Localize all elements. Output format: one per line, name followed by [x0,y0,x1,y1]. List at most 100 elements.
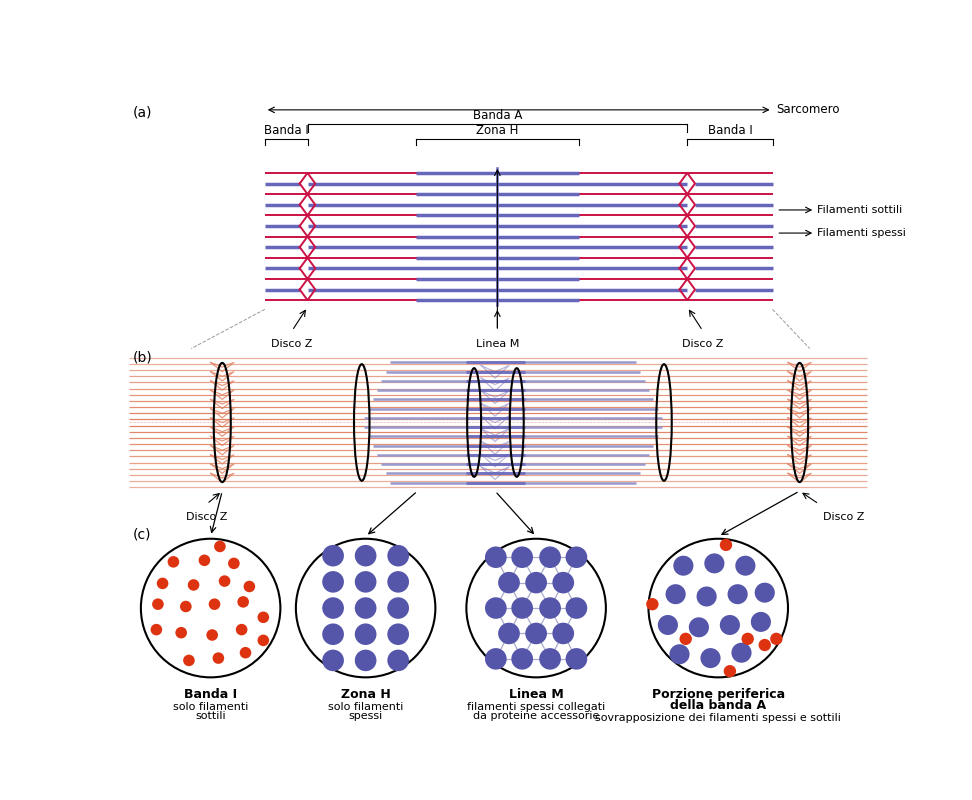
Circle shape [674,556,693,576]
Circle shape [258,634,269,646]
Text: filamenti spessi collegati: filamenti spessi collegati [467,702,606,712]
Text: Sarcomero: Sarcomero [777,103,840,116]
Circle shape [485,648,506,670]
Text: Zona H: Zona H [341,688,391,701]
Text: spessi: spessi [349,711,383,722]
Circle shape [679,633,692,645]
Circle shape [735,556,755,576]
Circle shape [566,598,587,619]
Circle shape [770,633,782,645]
Text: Filamenti sottili: Filamenti sottili [816,205,902,215]
Text: solo filamenti: solo filamenti [173,702,248,712]
Text: Disco Z: Disco Z [186,512,227,522]
Circle shape [183,654,194,666]
Text: Disco Z: Disco Z [682,338,723,349]
Text: (c): (c) [133,527,152,541]
Text: Disco Z: Disco Z [271,338,313,349]
Text: sovrapposizione dei filamenti spessi e sottili: sovrapposizione dei filamenti spessi e s… [595,713,841,722]
Text: Zona H: Zona H [476,124,519,137]
Circle shape [141,538,280,678]
Circle shape [552,622,574,644]
Circle shape [750,612,771,632]
Circle shape [151,624,162,635]
Text: Filamenti spessi: Filamenti spessi [816,228,906,238]
Circle shape [539,598,561,619]
Circle shape [525,572,547,594]
Circle shape [648,538,788,678]
Text: Banda I: Banda I [184,688,237,701]
Circle shape [697,586,716,606]
Text: della banda A: della banda A [670,699,766,712]
Circle shape [355,598,376,619]
Circle shape [539,648,561,670]
Text: (b): (b) [133,350,153,364]
Circle shape [539,546,561,568]
Circle shape [701,648,720,668]
Circle shape [387,545,409,566]
Circle shape [498,572,520,594]
Circle shape [188,579,199,590]
Text: da proteine accessorie: da proteine accessorie [473,711,600,722]
Circle shape [323,571,344,593]
Circle shape [728,584,747,604]
Circle shape [758,639,771,651]
Circle shape [705,554,724,574]
Circle shape [355,650,376,671]
Circle shape [724,665,736,678]
Circle shape [355,623,376,645]
Circle shape [180,601,191,612]
Circle shape [731,642,751,662]
Circle shape [156,578,168,589]
Circle shape [511,648,533,670]
Circle shape [525,622,547,644]
Circle shape [754,582,775,602]
Circle shape [511,598,533,619]
Text: solo filamenti: solo filamenti [328,702,403,712]
Text: Banda I: Banda I [263,124,308,137]
Text: Banda I: Banda I [708,124,752,137]
Circle shape [742,633,754,645]
Circle shape [485,598,506,619]
Circle shape [152,598,163,610]
Circle shape [498,622,520,644]
Circle shape [689,618,709,638]
Circle shape [646,598,659,610]
Circle shape [720,538,732,551]
Circle shape [213,652,225,664]
Circle shape [387,650,409,671]
Circle shape [658,615,677,635]
Circle shape [355,571,376,593]
Circle shape [198,554,210,566]
Circle shape [175,627,187,638]
Circle shape [566,648,587,670]
Circle shape [236,624,248,635]
Circle shape [214,541,226,552]
Circle shape [209,598,221,610]
Circle shape [167,556,179,568]
Circle shape [219,575,230,587]
Circle shape [323,650,344,671]
Circle shape [228,558,240,569]
Circle shape [387,571,409,593]
Circle shape [206,630,218,641]
Circle shape [244,581,256,592]
Circle shape [666,584,685,604]
Circle shape [387,598,409,619]
Circle shape [237,596,249,608]
Circle shape [355,545,376,566]
Circle shape [467,538,606,678]
Circle shape [258,611,269,623]
Circle shape [670,644,689,664]
Text: (a): (a) [133,106,153,119]
Circle shape [323,623,344,645]
Text: Disco Z: Disco Z [823,512,864,522]
Text: Banda A: Banda A [472,109,522,122]
Text: Linea M: Linea M [508,688,564,701]
Text: sottili: sottili [195,711,226,722]
Circle shape [323,545,344,566]
Circle shape [720,615,740,635]
Text: Linea M: Linea M [475,338,519,349]
Circle shape [552,572,574,594]
Circle shape [295,538,435,678]
Circle shape [485,546,506,568]
